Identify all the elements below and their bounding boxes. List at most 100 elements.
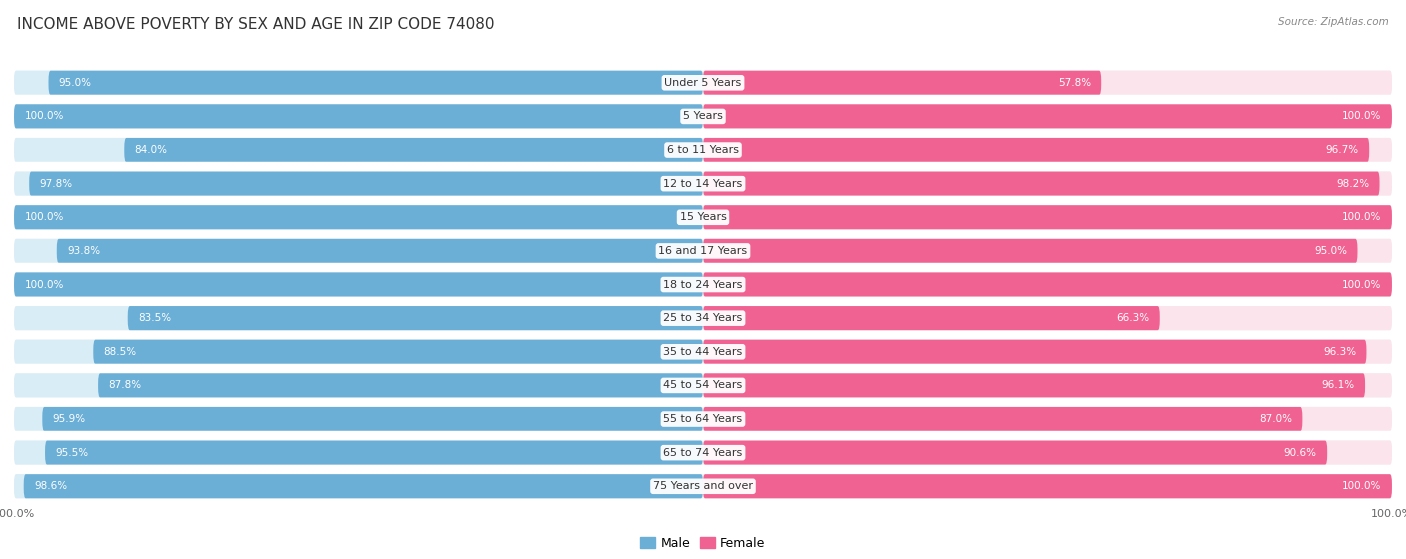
FancyBboxPatch shape [14, 205, 703, 229]
Text: 97.8%: 97.8% [39, 179, 73, 189]
FancyBboxPatch shape [24, 474, 703, 499]
Text: 96.7%: 96.7% [1326, 145, 1358, 155]
FancyBboxPatch shape [703, 474, 1392, 499]
Text: 65 to 74 Years: 65 to 74 Years [664, 448, 742, 458]
FancyBboxPatch shape [703, 340, 1392, 364]
FancyBboxPatch shape [703, 440, 1327, 465]
Text: 96.3%: 96.3% [1323, 347, 1357, 357]
FancyBboxPatch shape [56, 239, 703, 263]
FancyBboxPatch shape [703, 407, 1392, 431]
Text: 98.6%: 98.6% [34, 481, 67, 491]
Text: 96.1%: 96.1% [1322, 381, 1355, 390]
Legend: Male, Female: Male, Female [636, 532, 770, 555]
FancyBboxPatch shape [14, 340, 1392, 364]
FancyBboxPatch shape [14, 172, 703, 196]
FancyBboxPatch shape [14, 205, 703, 229]
Text: 45 to 54 Years: 45 to 54 Years [664, 381, 742, 390]
FancyBboxPatch shape [703, 407, 1302, 431]
Text: 84.0%: 84.0% [135, 145, 167, 155]
FancyBboxPatch shape [14, 440, 1392, 465]
FancyBboxPatch shape [14, 138, 1392, 162]
FancyBboxPatch shape [703, 105, 1392, 129]
FancyBboxPatch shape [14, 306, 703, 330]
Text: 15 Years: 15 Years [679, 212, 727, 222]
FancyBboxPatch shape [703, 272, 1392, 297]
Text: 100.0%: 100.0% [1343, 481, 1382, 491]
Text: 95.9%: 95.9% [52, 414, 86, 424]
FancyBboxPatch shape [14, 474, 1392, 499]
FancyBboxPatch shape [98, 373, 703, 397]
FancyBboxPatch shape [14, 407, 703, 431]
Text: 93.8%: 93.8% [67, 246, 100, 256]
Text: 87.8%: 87.8% [108, 381, 142, 390]
FancyBboxPatch shape [703, 239, 1392, 263]
FancyBboxPatch shape [14, 272, 1392, 297]
FancyBboxPatch shape [14, 440, 703, 465]
Text: 95.0%: 95.0% [59, 78, 91, 88]
FancyBboxPatch shape [42, 407, 703, 431]
FancyBboxPatch shape [14, 70, 1392, 95]
FancyBboxPatch shape [703, 138, 1369, 162]
FancyBboxPatch shape [14, 340, 703, 364]
Text: 18 to 24 Years: 18 to 24 Years [664, 280, 742, 290]
FancyBboxPatch shape [703, 373, 1365, 397]
Text: 100.0%: 100.0% [1343, 212, 1382, 222]
FancyBboxPatch shape [14, 172, 1392, 196]
Text: 75 Years and over: 75 Years and over [652, 481, 754, 491]
FancyBboxPatch shape [14, 105, 703, 129]
FancyBboxPatch shape [14, 306, 1392, 330]
Text: 35 to 44 Years: 35 to 44 Years [664, 347, 742, 357]
Text: 66.3%: 66.3% [1116, 313, 1150, 323]
FancyBboxPatch shape [45, 440, 703, 465]
Text: 100.0%: 100.0% [24, 280, 63, 290]
FancyBboxPatch shape [14, 272, 703, 297]
Text: 5 Years: 5 Years [683, 111, 723, 121]
Text: 55 to 64 Years: 55 to 64 Years [664, 414, 742, 424]
FancyBboxPatch shape [703, 306, 1160, 330]
FancyBboxPatch shape [14, 474, 703, 499]
Text: INCOME ABOVE POVERTY BY SEX AND AGE IN ZIP CODE 74080: INCOME ABOVE POVERTY BY SEX AND AGE IN Z… [17, 17, 495, 32]
Text: 57.8%: 57.8% [1057, 78, 1091, 88]
FancyBboxPatch shape [14, 407, 1392, 431]
FancyBboxPatch shape [703, 474, 1392, 499]
Text: 12 to 14 Years: 12 to 14 Years [664, 179, 742, 189]
FancyBboxPatch shape [703, 70, 1392, 95]
Text: 100.0%: 100.0% [1343, 280, 1382, 290]
FancyBboxPatch shape [14, 272, 703, 297]
FancyBboxPatch shape [48, 70, 703, 95]
FancyBboxPatch shape [703, 306, 1392, 330]
FancyBboxPatch shape [703, 272, 1392, 297]
FancyBboxPatch shape [703, 440, 1392, 465]
FancyBboxPatch shape [703, 373, 1392, 397]
Text: Source: ZipAtlas.com: Source: ZipAtlas.com [1278, 17, 1389, 27]
FancyBboxPatch shape [14, 105, 1392, 129]
Text: 88.5%: 88.5% [104, 347, 136, 357]
Text: Under 5 Years: Under 5 Years [665, 78, 741, 88]
FancyBboxPatch shape [124, 138, 703, 162]
FancyBboxPatch shape [703, 172, 1379, 196]
FancyBboxPatch shape [14, 373, 1392, 397]
FancyBboxPatch shape [14, 373, 703, 397]
Text: 90.6%: 90.6% [1284, 448, 1317, 458]
FancyBboxPatch shape [14, 138, 703, 162]
FancyBboxPatch shape [703, 172, 1392, 196]
FancyBboxPatch shape [703, 340, 1367, 364]
Text: 16 and 17 Years: 16 and 17 Years [658, 246, 748, 256]
Text: 95.0%: 95.0% [1315, 246, 1347, 256]
FancyBboxPatch shape [14, 239, 1392, 263]
FancyBboxPatch shape [14, 205, 1392, 229]
FancyBboxPatch shape [30, 172, 703, 196]
FancyBboxPatch shape [703, 70, 1101, 95]
FancyBboxPatch shape [703, 205, 1392, 229]
Text: 87.0%: 87.0% [1258, 414, 1292, 424]
FancyBboxPatch shape [14, 70, 703, 95]
FancyBboxPatch shape [14, 239, 703, 263]
FancyBboxPatch shape [93, 340, 703, 364]
FancyBboxPatch shape [703, 105, 1392, 129]
Text: 100.0%: 100.0% [24, 212, 63, 222]
Text: 83.5%: 83.5% [138, 313, 172, 323]
FancyBboxPatch shape [14, 105, 703, 129]
FancyBboxPatch shape [703, 205, 1392, 229]
Text: 98.2%: 98.2% [1336, 179, 1369, 189]
Text: 25 to 34 Years: 25 to 34 Years [664, 313, 742, 323]
